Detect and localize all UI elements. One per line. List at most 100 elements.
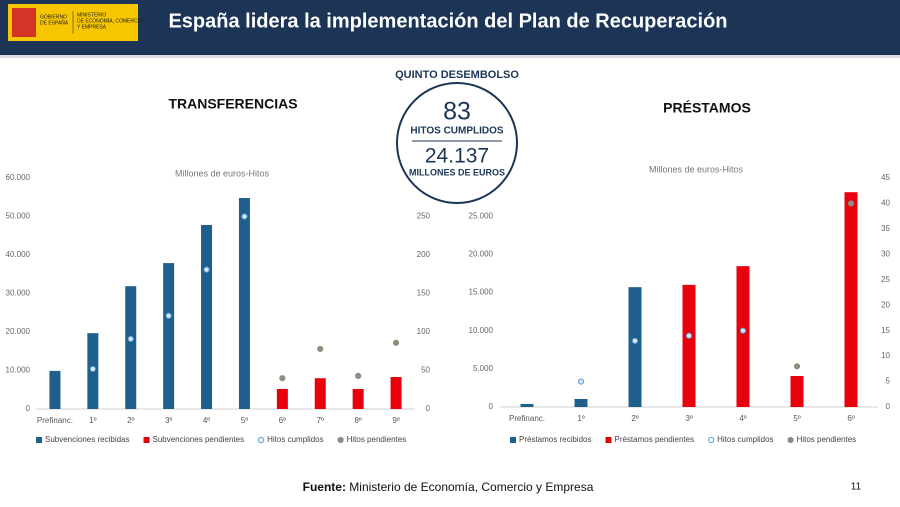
bar bbox=[844, 192, 858, 407]
legend-swatch bbox=[787, 436, 794, 444]
bar bbox=[125, 286, 137, 409]
summary-amount: 24.137 bbox=[425, 145, 489, 168]
source-text: Ministerio de Economía, Comercio y Empre… bbox=[349, 480, 593, 494]
bar bbox=[49, 370, 61, 409]
bar bbox=[520, 403, 534, 407]
x-tick-label: Prefinanc. bbox=[37, 416, 73, 425]
legend-swatch bbox=[605, 437, 612, 443]
x-tick-label: 7º bbox=[317, 416, 324, 425]
y2-tick-label: 0 bbox=[886, 402, 891, 411]
legend-swatch bbox=[258, 436, 265, 444]
summary-circle bbox=[396, 82, 518, 204]
y-tick-label: 30.000 bbox=[6, 289, 31, 298]
x-tick-label: 5º bbox=[793, 414, 800, 423]
legend-swatch bbox=[36, 437, 42, 443]
logo-text: DE ESPAÑA bbox=[40, 19, 69, 26]
chart-title: PRÉSTAMOS bbox=[663, 100, 751, 116]
hito-dot bbox=[392, 339, 400, 346]
y2-tick-label: 100 bbox=[417, 327, 431, 336]
legend-swatch bbox=[707, 436, 715, 444]
page-number: 11 bbox=[851, 482, 862, 493]
y-tick-label: 5.000 bbox=[473, 364, 494, 373]
hito-dot bbox=[203, 266, 210, 273]
legend-label: Subvenciones pendientes bbox=[153, 435, 245, 444]
y-tick-label: 10.000 bbox=[6, 366, 31, 375]
hito-dot bbox=[631, 337, 639, 344]
hito-dot bbox=[127, 335, 134, 343]
bar bbox=[682, 284, 696, 407]
bar bbox=[163, 263, 175, 409]
x-tick-label: Prefinanc. bbox=[509, 414, 545, 423]
hito-dot bbox=[355, 372, 362, 379]
chart-subtitle: Millones de euros-Hitos bbox=[649, 164, 744, 174]
x-tick-label: 9º bbox=[392, 416, 399, 425]
y-tick-label: 20.000 bbox=[469, 249, 494, 258]
hito-dot bbox=[279, 375, 286, 382]
hito-dot bbox=[739, 327, 747, 334]
bar bbox=[790, 376, 804, 407]
x-tick-label: 3º bbox=[165, 416, 172, 425]
x-tick-label: 1º bbox=[577, 414, 584, 423]
logo-text: MINISTERIO bbox=[77, 12, 106, 18]
y2-tick-label: 150 bbox=[417, 289, 431, 298]
y-tick-label: 40.000 bbox=[6, 250, 31, 259]
summary-hitos-label: HITOS CUMPLIDOS bbox=[410, 126, 503, 137]
header-bar bbox=[0, 0, 900, 55]
y2-tick-label: 0 bbox=[426, 404, 431, 413]
hito-dot bbox=[793, 363, 801, 370]
y-tick-label: 50.000 bbox=[6, 212, 31, 221]
y2-tick-label: 5 bbox=[886, 377, 891, 386]
summary-hitos: 83 bbox=[443, 98, 471, 126]
x-tick-label: 6º bbox=[847, 414, 854, 423]
y2-tick-label: 250 bbox=[417, 212, 431, 221]
y2-tick-label: 200 bbox=[417, 250, 431, 259]
hito-dot bbox=[577, 378, 585, 385]
y2-tick-label: 40 bbox=[881, 199, 890, 208]
y2-tick-label: 45 bbox=[881, 173, 890, 182]
x-tick-label: 4º bbox=[739, 414, 746, 423]
source-label: Fuente: bbox=[303, 480, 346, 494]
logo-text: DE ECONOMÍA, COMERCIO bbox=[77, 17, 143, 24]
bar bbox=[314, 378, 326, 409]
legend-label: Hitos cumplidos bbox=[717, 435, 773, 444]
logo-text: Y EMPRESA bbox=[77, 24, 107, 30]
x-tick-label: 6º bbox=[279, 416, 286, 425]
y2-tick-label: 35 bbox=[881, 224, 890, 233]
x-tick-label: 5º bbox=[241, 416, 248, 425]
chart-subtitle: Millones de euros-Hitos bbox=[175, 168, 270, 178]
legend-swatch bbox=[143, 437, 150, 443]
legend-label: Préstamos recibidos bbox=[519, 435, 591, 444]
y2-tick-label: 25 bbox=[881, 275, 890, 284]
y2-tick-label: 20 bbox=[881, 300, 890, 309]
legend-swatch bbox=[337, 436, 344, 444]
bar bbox=[276, 388, 288, 409]
bar bbox=[628, 287, 642, 407]
hito-dot bbox=[241, 213, 248, 220]
y2-tick-label: 15 bbox=[881, 326, 890, 335]
logo-text: GOBIERNO bbox=[40, 14, 67, 20]
legend-swatch bbox=[510, 437, 516, 443]
summary-amount-label: MILLONES DE EUROS bbox=[409, 167, 505, 177]
y2-tick-label: 50 bbox=[421, 366, 430, 375]
x-tick-label: 8º bbox=[354, 416, 361, 425]
y-tick-label: 0 bbox=[26, 404, 31, 413]
hito-dot bbox=[685, 332, 693, 339]
legend-label: Hitos pendientes bbox=[797, 435, 857, 444]
bar bbox=[352, 388, 364, 409]
y2-tick-label: 10 bbox=[881, 351, 890, 360]
hito-dot bbox=[847, 200, 855, 207]
y-tick-label: 15.000 bbox=[469, 288, 494, 297]
bar bbox=[390, 377, 402, 409]
legend-label: Préstamos pendientes bbox=[614, 435, 694, 444]
x-tick-label: 4º bbox=[203, 416, 210, 425]
source: Fuente: Ministerio de Economía, Comercio… bbox=[303, 480, 594, 494]
y-tick-label: 10.000 bbox=[469, 326, 494, 335]
y2-tick-label: 30 bbox=[881, 249, 890, 258]
bar bbox=[736, 266, 750, 407]
bar bbox=[201, 224, 213, 409]
summary-label: QUINTO DESEMBOLSO bbox=[395, 69, 519, 81]
legend-label: Hitos cumplidos bbox=[267, 435, 323, 444]
hito-dot bbox=[89, 365, 96, 373]
x-tick-label: 2º bbox=[631, 414, 638, 423]
